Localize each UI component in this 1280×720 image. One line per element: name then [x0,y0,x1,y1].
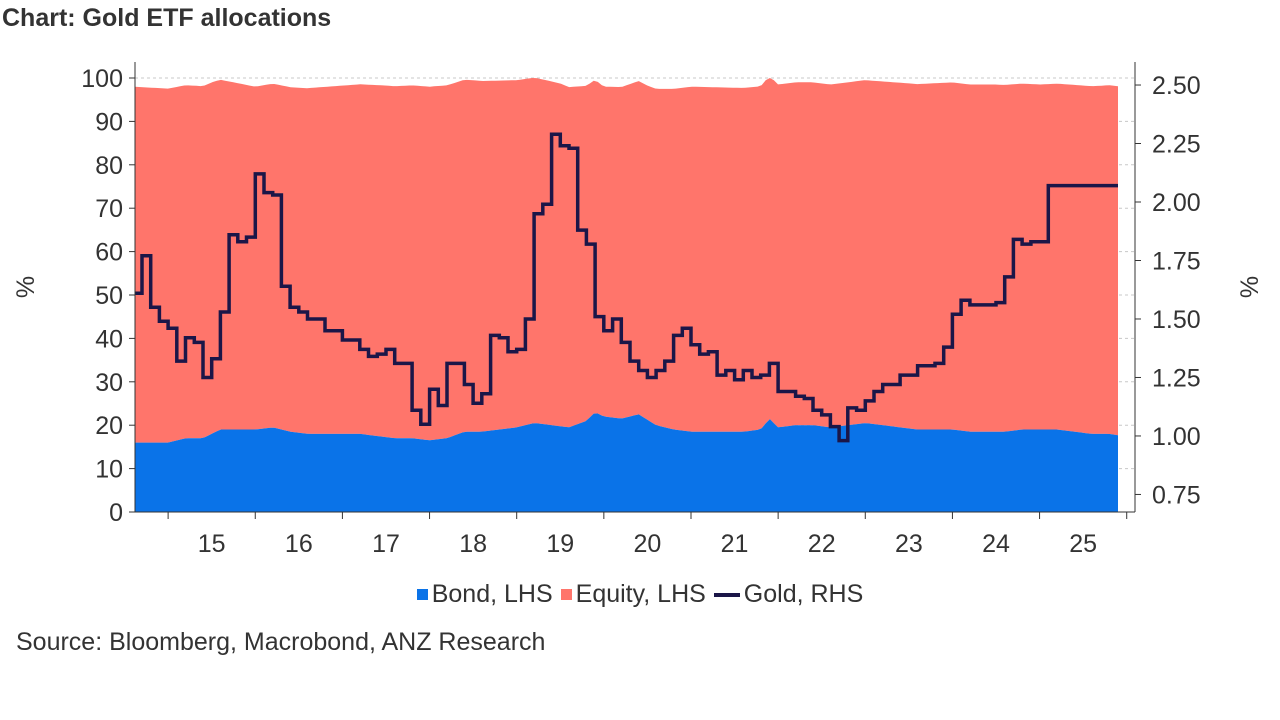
legend-label-gold: Gold, RHS [743,580,864,608]
left-tick-label-80: 80 [95,152,123,180]
bond-area [135,413,1118,512]
left-tick-label-60: 60 [95,239,123,267]
left-axis-label: % [12,276,40,298]
x-tick-label-17: 17 [372,530,400,558]
left-tick-label-30: 30 [95,369,123,397]
right-tick-label-1.25: 1.25 [1152,364,1201,392]
left-tick-label-90: 90 [95,108,123,136]
x-tick-label-21: 21 [721,530,749,558]
x-tick-label-25: 25 [1069,530,1097,558]
left-tick-label-10: 10 [95,456,123,484]
x-tick-label-23: 23 [895,530,923,558]
stacked-areas [135,78,1118,512]
gold-line-layer [135,132,1118,443]
equity-area [135,78,1118,443]
right-tick-label-1.00: 1.00 [1152,423,1201,451]
left-tick-label-50: 50 [95,282,123,310]
left-tick-label-100: 100 [81,65,123,93]
x-tick-label-18: 18 [459,530,487,558]
axes: 0 10 20 30 40 50 60 70 80 90 100 0.75 1.00 1.25 1.50 1.… [81,62,1201,558]
legend-label-equity: Equity, LHS [575,580,706,608]
right-tick-label-2.50: 2.50 [1152,72,1201,100]
right-tick-label-1.50: 1.50 [1152,306,1201,334]
x-tick-label-19: 19 [546,530,574,558]
legend: Bond, LHS Equity, LHS Gold, RHS [0,580,1280,609]
bond-swatch [416,589,428,600]
x-tick-label-15: 15 [198,530,226,558]
chart-title: Chart: Gold ETF allocations [2,4,332,32]
equity-swatch [560,589,572,600]
gold-swatch [713,592,740,597]
x-tick-label-22: 22 [808,530,836,558]
left-tick-label-70: 70 [95,195,123,223]
legend-label-bond: Bond, LHS [431,580,553,608]
x-tick-label-24: 24 [982,530,1010,558]
legend-item-bond: Bond, LHS [416,580,553,609]
right-axis-label: % [1236,276,1264,298]
right-tick-label-2.00: 2.00 [1152,189,1201,217]
source-note: Source: Bloomberg, Macrobond, ANZ Resear… [16,628,546,656]
left-tick-label-0: 0 [109,499,123,527]
right-tick-label-1.75: 1.75 [1152,247,1201,275]
left-tick-label-40: 40 [95,325,123,353]
legend-item-gold: Gold, RHS [713,580,864,609]
right-tick-label-2.25: 2.25 [1152,131,1201,159]
left-tick-label-20: 20 [95,412,123,440]
legend-item-equity: Equity, LHS [560,580,706,609]
x-tick-label-16: 16 [285,530,313,558]
gold-line [135,132,1118,443]
x-tick-label-20: 20 [634,530,662,558]
right-tick-label-0.75: 0.75 [1152,481,1201,509]
